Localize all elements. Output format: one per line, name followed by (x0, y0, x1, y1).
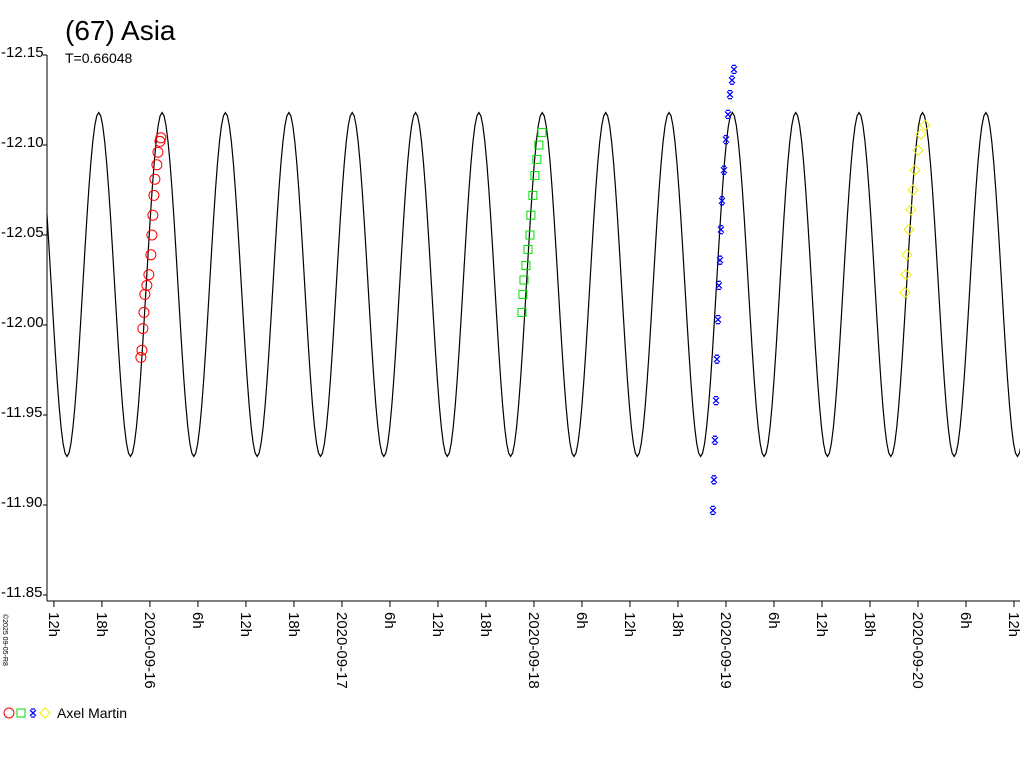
x-tick-label: 2020-09-17 (333, 612, 350, 689)
x-tick-label: 2020-09-16 (141, 612, 158, 689)
x-tick-label: 6h (765, 612, 782, 629)
data-point (151, 159, 163, 171)
model-curve (47, 111, 1020, 458)
data-point (532, 154, 542, 164)
legend-symbol (29, 708, 37, 718)
x-tick-label: 2020-09-20 (909, 612, 926, 689)
data-point (152, 146, 164, 158)
data-point (521, 261, 531, 271)
data-point (149, 173, 161, 185)
data-point (147, 209, 159, 221)
data-point (537, 127, 547, 137)
y-tick-label: -12.00 (1, 314, 44, 331)
x-tick-label: 18h (861, 612, 878, 637)
x-tick-label: 6h (957, 612, 974, 629)
data-point (139, 288, 151, 300)
data-point (903, 223, 915, 236)
x-tick-label: 12h (429, 612, 446, 637)
data-point (728, 75, 736, 85)
data-point (915, 128, 927, 140)
data-point (136, 344, 148, 356)
data-point (519, 275, 529, 285)
y-tick-label: -12.05 (1, 224, 44, 241)
x-tick-label: 2020-09-18 (525, 612, 542, 689)
data-point (712, 395, 720, 406)
data-point (141, 279, 153, 291)
x-tick-label: 12h (813, 612, 830, 637)
data-point (716, 255, 724, 265)
x-tick-label: 6h (381, 612, 398, 629)
data-point (148, 189, 160, 201)
x-tick-label: 18h (669, 612, 686, 637)
data-point (709, 505, 717, 516)
data-point (907, 184, 919, 196)
data-point (901, 249, 913, 261)
data-point (710, 475, 718, 485)
data-point (713, 354, 721, 364)
y-tick-label: -12.10 (1, 134, 44, 151)
x-tick-label: 6h (189, 612, 206, 629)
legend-label: Axel Martin (57, 705, 127, 721)
data-point (135, 351, 147, 363)
data-point (905, 204, 917, 216)
x-tick-label: 18h (285, 612, 302, 637)
data-point (919, 119, 931, 131)
data-point (146, 229, 158, 241)
data-point (715, 280, 723, 291)
data-point (530, 171, 540, 181)
data-point (525, 230, 535, 240)
data-point (517, 307, 527, 317)
data-point (145, 249, 157, 261)
data-point (138, 306, 150, 318)
data-point (711, 435, 719, 445)
x-tick-label: 18h (93, 612, 110, 637)
data-point (518, 289, 528, 299)
data-point (526, 210, 536, 220)
x-tick-label: 12h (45, 612, 62, 637)
data-point (724, 109, 732, 120)
x-tick-label: 12h (237, 612, 254, 637)
legend-symbol (39, 707, 51, 719)
y-tick-label: -11.85 (1, 584, 42, 601)
plot-area (47, 64, 1020, 516)
data-point (523, 244, 533, 254)
x-tick-label: 12h (1005, 612, 1022, 637)
data-point (714, 314, 722, 325)
data-point (720, 165, 728, 175)
data-point (912, 144, 924, 157)
data-point (909, 164, 921, 176)
x-tick-label: 18h (477, 612, 494, 637)
data-point (722, 134, 730, 145)
y-tick-label: -11.90 (1, 494, 42, 511)
data-point (155, 132, 167, 144)
data-point (528, 190, 538, 200)
chart-title: (67) Asia (65, 15, 176, 46)
y-tick-label: -12.15 (1, 44, 44, 61)
x-tick-label: 12h (621, 612, 638, 637)
legend-symbol (3, 707, 15, 719)
data-point (534, 140, 544, 150)
data-point (900, 268, 912, 281)
data-point (143, 269, 155, 281)
data-point (718, 196, 726, 206)
data-point (726, 89, 734, 100)
legend-symbol (16, 708, 26, 718)
x-tick-label: 6h (573, 612, 590, 629)
x-tick-label: 2020-09-19 (717, 612, 734, 689)
data-point (899, 286, 911, 299)
data-point (137, 323, 149, 335)
data-point (717, 224, 725, 235)
chart-subtitle: T=0.66048 (65, 50, 133, 66)
y-tick-label: -11.95 (1, 404, 42, 421)
data-point (730, 64, 738, 75)
footer: ©2025 09-05-R8 (1, 614, 9, 666)
